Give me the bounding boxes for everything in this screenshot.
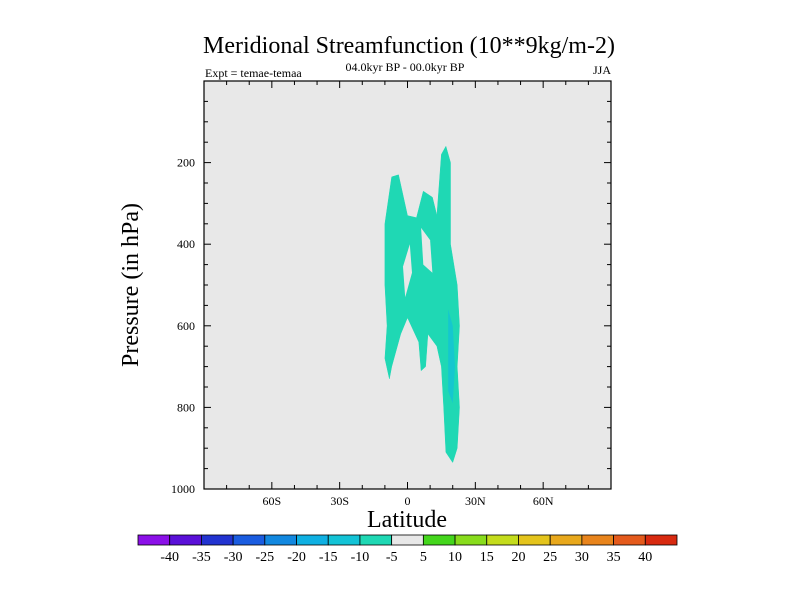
y-tick-label: 1000: [171, 482, 195, 496]
colorbar-box: [391, 534, 424, 546]
colorbar-label: -35: [192, 550, 211, 565]
colorbar-box: [201, 534, 234, 546]
y-axis-title: Pressure (in hPa): [118, 203, 144, 367]
colorbar-label: 35: [607, 550, 621, 565]
x-tick-label: 0: [405, 494, 411, 508]
colorbar-box: [422, 534, 456, 546]
x-axis-title: Latitude: [367, 507, 447, 533]
colorbar-label: -40: [160, 550, 179, 565]
y-tick-label: 800: [177, 400, 195, 414]
x-tick-label: 30S: [330, 494, 349, 508]
y-tick-label: 400: [177, 237, 195, 251]
y-tick-label: 200: [177, 156, 195, 170]
colorbar-label: 20: [511, 550, 525, 565]
colorbar-label: -15: [319, 550, 338, 565]
colorbar-label: 25: [543, 550, 557, 565]
colorbar-box: [232, 534, 266, 546]
contour-gap-2: [421, 227, 433, 273]
contour-accent-blue: [448, 309, 455, 404]
colorbar-box: [486, 534, 519, 546]
contour-layer: [384, 145, 460, 464]
colorbar-box: [359, 534, 393, 546]
x-axis: 60S 30S 0 30N 60N: [203, 81, 612, 508]
colorbar-box: [644, 534, 678, 546]
contour-gap-1: [403, 244, 412, 298]
colorbar-box: [169, 534, 202, 546]
colorbar-label: -20: [287, 550, 306, 565]
colorbar-box: [518, 534, 551, 546]
colorbar-box: [296, 534, 329, 546]
colorbar-label: 15: [480, 550, 494, 565]
colorbar-label: 5: [420, 550, 427, 565]
colorbar: -40 -35 -30 -25 -20 -15 -10 -5 5 10 15 20 25 30 35 40: [137, 534, 678, 565]
colorbar-label: 40: [638, 550, 652, 565]
chart-title: Meridional Streamfunction (10**9kg/m-2): [203, 33, 615, 59]
colorbar-label: -10: [351, 550, 370, 565]
colorbar-box: [454, 534, 488, 546]
colorbar-label: -5: [386, 550, 398, 565]
colorbar-box: [137, 534, 171, 546]
colorbar-label: -30: [224, 550, 243, 565]
colorbar-label: -25: [255, 550, 274, 565]
colorbar-box: [327, 534, 361, 546]
y-tick-label: 600: [177, 319, 195, 333]
colorbar-label: 30: [575, 550, 589, 565]
experiment-label: Expt = temae-temaa: [205, 66, 302, 80]
contour-region-main: [384, 145, 460, 464]
x-tick-label: 30N: [465, 494, 486, 508]
period-label: 04.0kyr BP - 00.0kyr BP: [346, 60, 465, 74]
colorbar-box: [549, 534, 583, 546]
colorbar-box: [581, 534, 614, 546]
y-axis: 200 400 600 800 1000: [171, 80, 611, 496]
season-label: JJA: [593, 63, 611, 77]
colorbar-box: [264, 534, 297, 546]
x-tick-label: 60N: [533, 494, 554, 508]
x-tick-label: 60S: [262, 494, 281, 508]
colorbar-box: [613, 534, 646, 546]
colorbar-label: 10: [448, 550, 462, 565]
